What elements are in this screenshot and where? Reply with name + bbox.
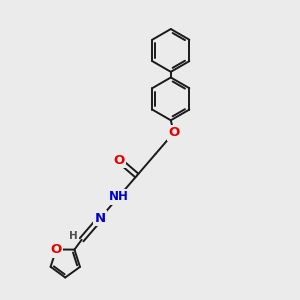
Text: O: O (113, 154, 124, 166)
Text: N: N (94, 212, 106, 225)
Text: O: O (51, 243, 62, 256)
Text: NH: NH (109, 190, 128, 203)
Text: O: O (168, 126, 179, 139)
Text: H: H (69, 231, 78, 241)
